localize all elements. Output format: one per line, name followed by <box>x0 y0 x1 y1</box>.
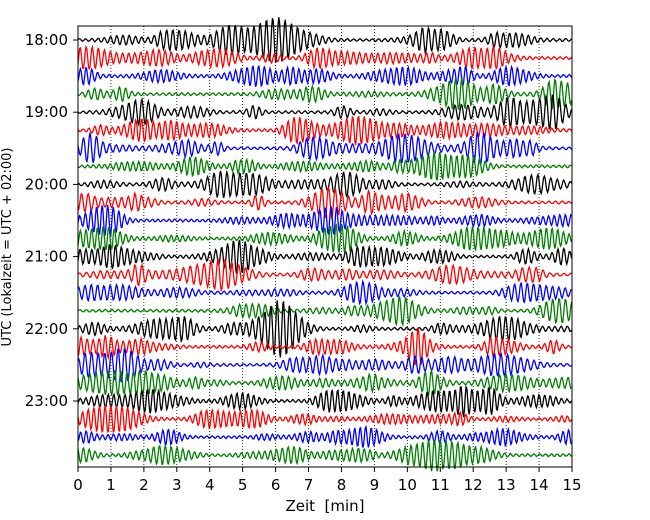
x-axis-label: Zeit [min] <box>285 497 364 515</box>
trace-line-6 <box>77 131 573 166</box>
y-tick-label: 23:00 <box>25 392 68 410</box>
trace-line-19 <box>77 368 573 399</box>
trace-line-22 <box>77 424 573 448</box>
y-tick-label: 22:00 <box>25 320 68 338</box>
trace-line-7 <box>77 151 572 181</box>
trace-line-8 <box>77 169 573 199</box>
x-axis-ticks: 0 1 2 3 4 5 6 7 8 9 10 11 12 13 14 15 <box>73 467 582 494</box>
x-tick-label: 10 <box>398 476 417 494</box>
trace-line-3 <box>77 76 573 110</box>
x-tick-label: 14 <box>530 476 549 494</box>
x-tick-label: 1 <box>106 476 116 494</box>
x-tick-label: 5 <box>238 476 248 494</box>
x-tick-label: 7 <box>304 476 314 494</box>
x-tick-label: 13 <box>497 476 516 494</box>
y-axis-label: UTC (Lokalzeit = UTC + 02:00) <box>0 148 15 347</box>
trace-line-12 <box>77 239 573 274</box>
x-tick-label: 3 <box>172 476 182 494</box>
trace-line-1 <box>77 44 573 71</box>
trace-line-11 <box>77 223 573 253</box>
x-tick-label: 0 <box>73 476 83 494</box>
x-tick-label: 9 <box>370 476 380 494</box>
trace-line-23 <box>77 439 572 472</box>
x-tick-label: 6 <box>271 476 281 494</box>
trace-line-2 <box>77 64 573 88</box>
x-tick-label: 2 <box>139 476 149 494</box>
seismic-traces <box>77 17 573 472</box>
trace-line-14 <box>77 279 573 306</box>
trace-line-4 <box>77 94 573 131</box>
y-tick-label: 20:00 <box>25 175 68 193</box>
y-axis-ticks: 18:00 19:00 20:00 21:00 22:00 23:00 <box>25 31 78 410</box>
x-tick-label: 15 <box>562 476 581 494</box>
trace-line-21 <box>77 405 573 434</box>
trace-line-16 <box>77 300 573 358</box>
x-tick-label: 12 <box>464 476 483 494</box>
trace-line-13 <box>77 258 572 293</box>
x-tick-label: 4 <box>205 476 215 494</box>
y-tick-label: 19:00 <box>25 103 68 121</box>
y-tick-label: 18:00 <box>25 31 68 49</box>
trace-line-10 <box>77 204 573 237</box>
trace-line-20 <box>77 384 573 418</box>
trace-line-15 <box>77 296 573 328</box>
trace-line-0 <box>77 17 573 63</box>
trace-line-18 <box>77 348 572 383</box>
y-tick-label: 21:00 <box>25 248 68 266</box>
trace-line-5 <box>77 115 573 146</box>
trace-line-17 <box>77 327 572 366</box>
x-tick-label: 11 <box>431 476 450 494</box>
x-tick-label: 8 <box>337 476 347 494</box>
plot-frame <box>77 25 573 468</box>
